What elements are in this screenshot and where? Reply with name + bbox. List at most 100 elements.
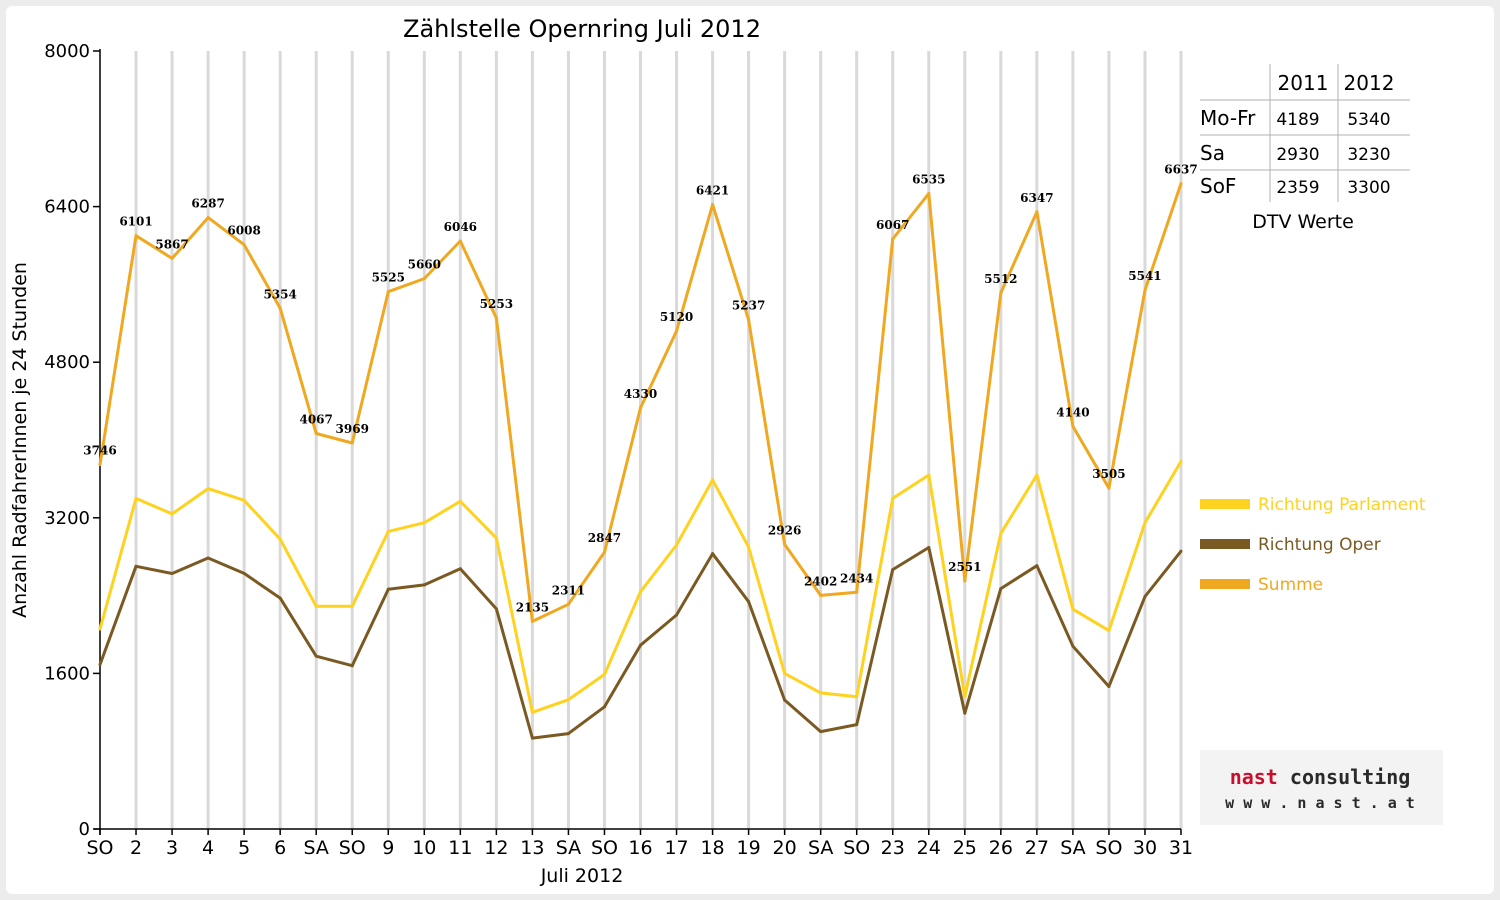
legend-label: Summe: [1258, 575, 1323, 595]
data-label: 6637: [1164, 163, 1197, 177]
data-point: [206, 216, 210, 220]
data-point: [278, 596, 282, 600]
data-label: 6347: [1020, 191, 1053, 205]
series-group: [98, 182, 1183, 740]
data-point: [891, 237, 895, 241]
chart-title: Zählstelle Opernring Juli 2012: [403, 15, 761, 43]
data-label: 2847: [588, 531, 621, 545]
dtv-cell: 4189: [1276, 110, 1319, 130]
data-point: [458, 567, 462, 571]
data-point: [855, 590, 859, 594]
data-point: [134, 564, 138, 568]
x-tick-label: 18: [700, 837, 724, 859]
data-point: [819, 691, 823, 695]
data-label: 6008: [227, 224, 260, 238]
dtv-cell: 3300: [1347, 178, 1390, 198]
x-tick-label: 24: [917, 837, 941, 859]
data-point: [350, 604, 354, 608]
data-point: [206, 556, 210, 560]
data-point: [242, 571, 246, 575]
data-point: [170, 256, 174, 260]
data-point: [999, 291, 1003, 295]
y-tick-label: 6400: [44, 197, 90, 218]
data-point: [98, 663, 102, 667]
data-label: 5660: [408, 258, 441, 272]
data-point: [927, 545, 931, 549]
data-label: 2434: [840, 571, 873, 585]
x-tick-label: 26: [989, 837, 1013, 859]
data-label: 5253: [480, 297, 513, 311]
x-tick-label: 17: [664, 837, 688, 859]
data-label: 5237: [732, 299, 765, 313]
data-point: [314, 431, 318, 435]
dtv-cell: 5340: [1347, 110, 1390, 130]
data-point: [1071, 644, 1075, 648]
data-label: 6421: [696, 184, 729, 198]
x-tick-label: 12: [484, 837, 508, 859]
x-tick-label: SO: [843, 837, 870, 859]
y-tick-label: 3200: [44, 508, 90, 529]
x-tick-labels: SO 2 3 4 5 6 SA SO 9 10 11 12 13 SA SO 16 17 18 19 20 SA SO 23…: [86, 837, 1193, 859]
data-label: 4140: [1056, 405, 1089, 419]
data-point: [1035, 473, 1039, 477]
data-point: [602, 705, 606, 709]
data-point: [1143, 521, 1147, 525]
data-point: [783, 698, 787, 702]
data-label: 6067: [876, 218, 909, 232]
data-point: [386, 529, 390, 533]
x-tick-label: SO: [86, 837, 113, 859]
data-point: [1179, 549, 1183, 553]
data-label: 5512: [984, 272, 1017, 286]
legend-label: Richtung Parlament: [1258, 495, 1426, 515]
data-point: [891, 568, 895, 572]
x-tick-label: 2: [130, 837, 142, 859]
data-label: 6287: [191, 197, 224, 211]
y-tick-label: 1600: [44, 663, 90, 684]
data-point: [386, 587, 390, 591]
data-point: [98, 463, 102, 467]
data-point: [1107, 629, 1111, 633]
data-point: [530, 736, 534, 740]
data-point: [350, 441, 354, 445]
data-point: [927, 191, 931, 195]
data-label: 3746: [83, 444, 116, 458]
data-point: [711, 478, 715, 482]
data-point: [494, 316, 498, 320]
dtv-row-label: Mo-Fr: [1200, 106, 1256, 130]
data-label: 6101: [119, 215, 152, 229]
data-label: 6046: [444, 220, 477, 234]
data-label: 2551: [948, 560, 981, 574]
data-label: 5541: [1128, 269, 1161, 283]
dtv-cell: 3230: [1347, 145, 1390, 165]
data-point: [98, 627, 102, 631]
data-point: [206, 487, 210, 491]
x-tick-label: SO: [1095, 837, 1122, 859]
data-point: [314, 604, 318, 608]
data-point: [999, 587, 1003, 591]
y-axis-title: Anzahl RadfahrerInnen je 24 Stunden: [9, 262, 31, 618]
dtv-header-2012: 2012: [1344, 71, 1395, 95]
legend-swatch: [1200, 539, 1250, 549]
data-point: [747, 600, 751, 604]
nast-logo: nast consulting w w w . n a s t . a t: [1200, 750, 1443, 825]
y-tick-label: 4800: [44, 352, 90, 373]
data-label: 2135: [516, 600, 549, 614]
x-tick-label: SA: [556, 837, 581, 859]
data-point: [1107, 486, 1111, 490]
data-point: [314, 654, 318, 658]
data-point: [602, 672, 606, 676]
data-point: [639, 643, 642, 647]
dtv-caption: DTV Werte: [1252, 211, 1354, 233]
data-point: [1035, 210, 1039, 214]
x-tick-label: 27: [1025, 837, 1049, 859]
x-axis-title: Juli 2012: [540, 865, 624, 887]
x-tick-label: SA: [808, 837, 833, 859]
data-point: [566, 732, 570, 736]
dtv-row-label: SoF: [1200, 174, 1236, 198]
data-label: 3969: [336, 422, 369, 436]
data-point: [891, 496, 895, 500]
data-label: 5867: [155, 237, 188, 251]
x-tick-label: 19: [737, 837, 761, 859]
